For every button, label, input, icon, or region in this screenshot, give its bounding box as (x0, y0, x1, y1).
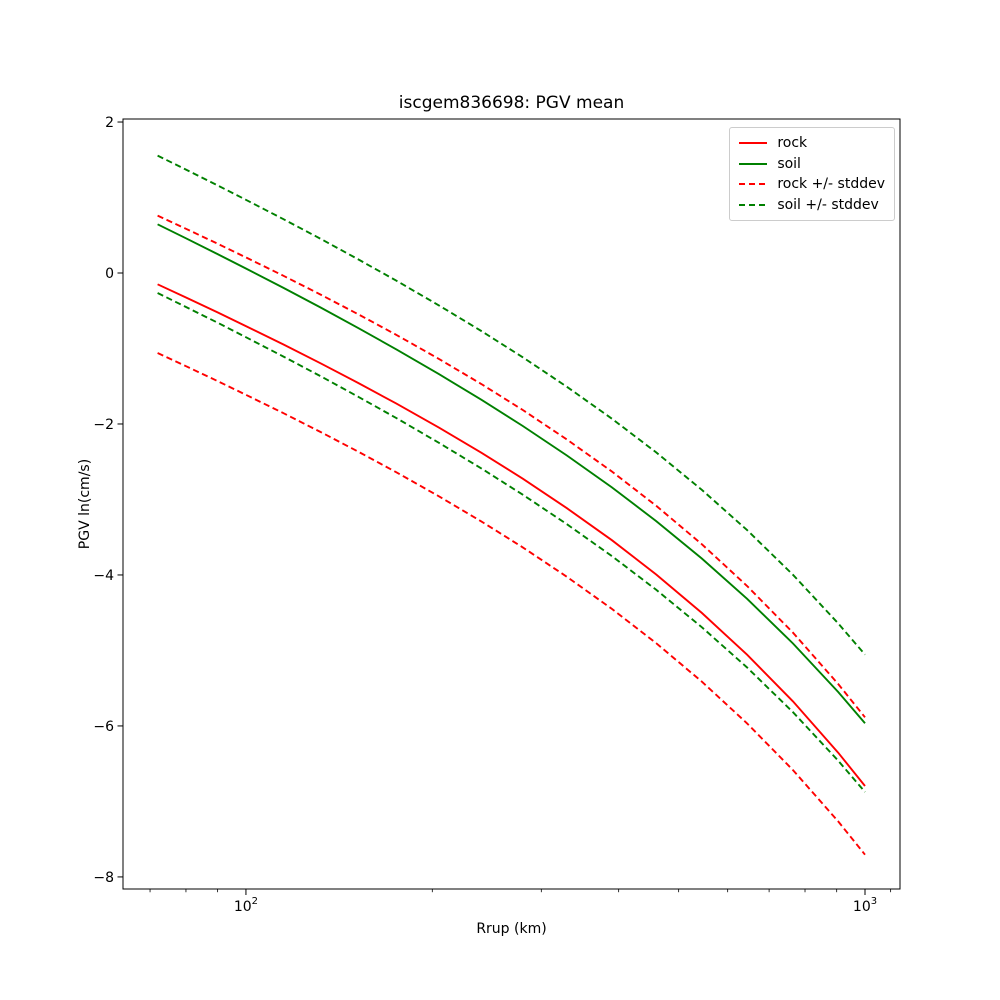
y-axis-label: PGV ln(cm/s) (77, 458, 93, 550)
x-tick-label: 103 (853, 896, 877, 915)
x-tick-label: 102 (234, 896, 258, 915)
legend-label: soil +/- stddev (777, 196, 879, 213)
rock-minus-stddev-line (157, 352, 866, 856)
y-tick-label: −2 (93, 417, 114, 433)
legend-label: rock (777, 135, 808, 152)
legend-label: rock +/- stddev (777, 176, 885, 193)
y-tick-label: −6 (93, 719, 114, 735)
chart-title: iscgem836698: PGV mean (398, 93, 625, 113)
soil-minus-stddev-line (157, 292, 866, 793)
soil-mean-line (157, 223, 866, 724)
dashed-line-sample (739, 203, 768, 206)
legend-item-rock: rock (739, 133, 885, 154)
legend-item-rock-stddev: rock +/- stddev (739, 174, 885, 195)
soil-plus-stddev-line (157, 154, 866, 656)
y-tick-label: 0 (105, 266, 114, 282)
rock-mean-line (157, 283, 866, 787)
dashed-line-sample (739, 183, 768, 186)
y-tick-label: −4 (93, 568, 114, 584)
y-tick-label: 2 (105, 115, 114, 131)
legend-label: soil (777, 155, 801, 172)
legend-item-soil: soil (739, 154, 885, 175)
x-axis-label: Rrup (km) (476, 921, 547, 937)
rock-plus-stddev-line (157, 214, 866, 718)
y-tick-label: −8 (93, 870, 114, 886)
solid-line-sample (739, 142, 768, 145)
plot-spines (122, 118, 901, 890)
legend: rock soil rock +/- stddev soil +/- stddev (729, 127, 895, 221)
solid-line-sample (739, 162, 768, 165)
legend-item-soil-stddev: soil +/- stddev (739, 195, 885, 216)
